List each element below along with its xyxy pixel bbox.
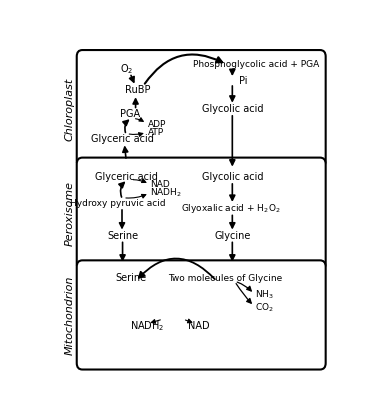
Text: Glycine: Glycine [214,231,250,241]
Text: NAD: NAD [188,321,209,331]
Text: Chloroplast: Chloroplast [65,78,75,141]
Text: Glyoxalic acid + H$_2$O$_2$: Glyoxalic acid + H$_2$O$_2$ [181,202,281,215]
Text: Glycolic acid: Glycolic acid [201,172,263,182]
Text: Peroxisome: Peroxisome [65,181,75,246]
Text: Pi: Pi [239,76,248,86]
Text: Two molecules of Glycine: Two molecules of Glycine [168,274,283,282]
Text: Mitochondrion: Mitochondrion [65,275,75,354]
Text: Phosphoglycolic acid + PGA: Phosphoglycolic acid + PGA [193,60,319,69]
Text: Glyceric acid: Glyceric acid [95,172,158,182]
Text: NAD: NAD [150,181,170,189]
Text: Glyceric acid: Glyceric acid [91,134,153,144]
Text: CO$_2$: CO$_2$ [255,301,274,314]
FancyBboxPatch shape [77,158,326,270]
Text: ADP: ADP [147,120,166,129]
Text: NADH$_2$: NADH$_2$ [130,319,165,333]
Text: Hydroxy pyruvic acid: Hydroxy pyruvic acid [70,199,166,208]
Text: RuBP: RuBP [125,85,150,95]
Text: NADH$_2$: NADH$_2$ [150,187,182,199]
Text: O$_2$: O$_2$ [120,63,133,76]
FancyBboxPatch shape [77,50,326,167]
FancyBboxPatch shape [77,260,326,369]
Text: Glycolic acid: Glycolic acid [201,104,263,114]
Text: Serine: Serine [107,231,138,241]
Text: ATP: ATP [147,128,164,137]
Text: NH$_3$: NH$_3$ [255,289,274,301]
Text: Serine: Serine [115,273,146,283]
Text: PGA: PGA [120,109,141,119]
